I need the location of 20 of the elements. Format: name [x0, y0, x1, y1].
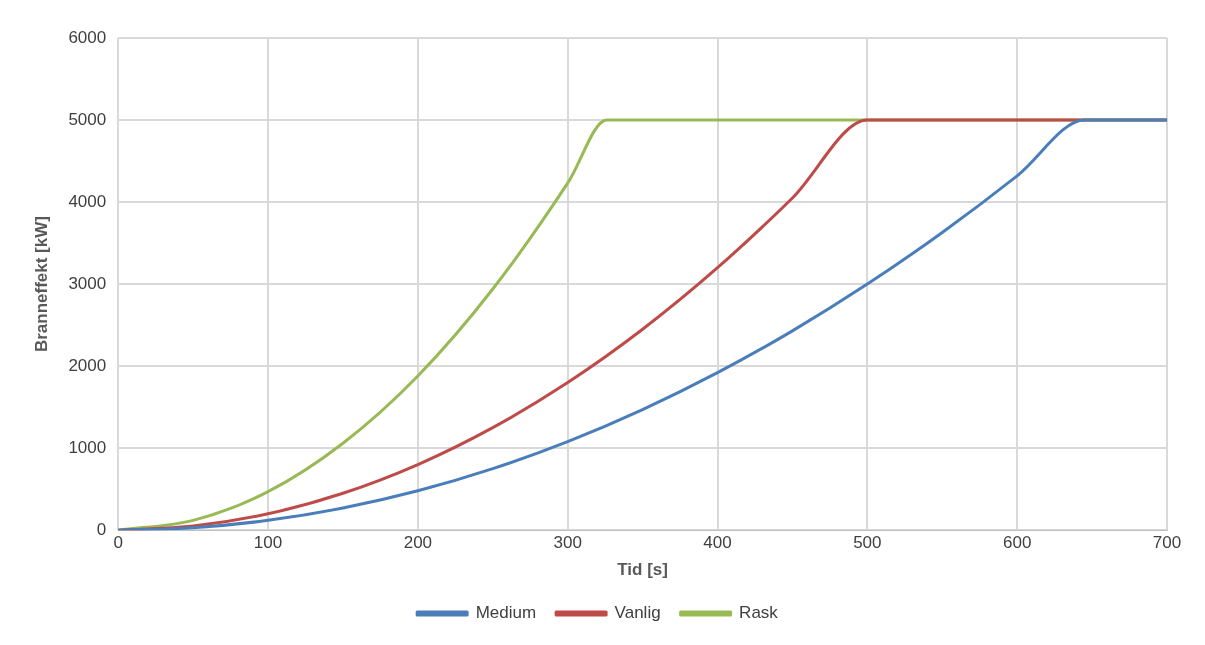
- x-tick-label: 100: [253, 533, 283, 553]
- legend-label: Medium: [475, 603, 537, 623]
- y-tick-label: 1000: [68, 437, 107, 457]
- y-tick-label: 5000: [68, 109, 107, 129]
- y-tick-label: 4000: [68, 191, 107, 211]
- x-tick-label: 0: [113, 533, 123, 553]
- legend-label: Rask: [739, 603, 779, 623]
- legend-label: Vanlig: [614, 603, 661, 623]
- x-tick-label: 300: [553, 533, 582, 553]
- x-axis-title: Tid [s]: [617, 560, 668, 580]
- x-tick-label: 600: [1002, 533, 1032, 553]
- x-tick-label: 500: [853, 533, 882, 553]
- x-tick-label: 200: [403, 533, 433, 553]
- y-axis-title: Branneffekt [kW]: [31, 216, 51, 353]
- x-tick-label: 700: [1152, 533, 1182, 553]
- x-tick-label: 400: [703, 533, 732, 553]
- y-tick-label: 6000: [68, 27, 107, 47]
- y-tick-label: 2000: [68, 355, 107, 375]
- y-tick-label: 3000: [68, 273, 107, 293]
- y-tick-label: 0: [96, 519, 107, 539]
